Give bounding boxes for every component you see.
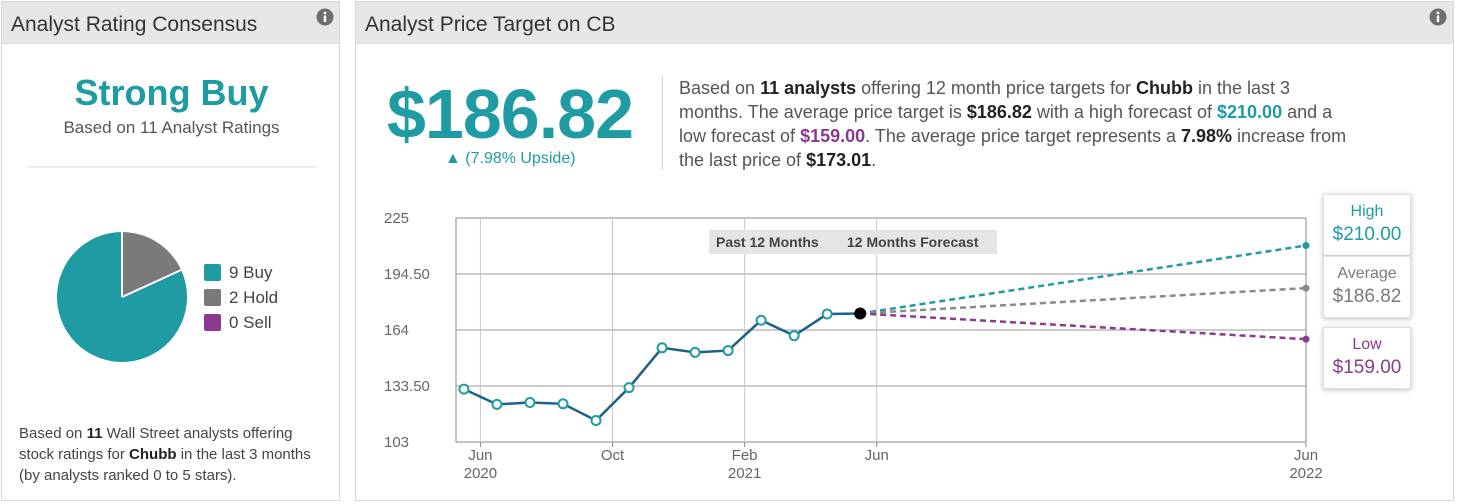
x-tick-label: Jun (1294, 447, 1318, 464)
price-point[interactable] (458, 383, 470, 395)
consensus-rating: Strong Buy (74, 72, 269, 113)
analyst-price-target-panel: Analyst Price Target on CB $186.82 ▲ (7.… (355, 1, 1454, 501)
x-tick-label: Oct (601, 447, 625, 464)
y-tick-label: 103 (384, 434, 409, 451)
price-point[interactable] (623, 382, 635, 394)
forecast-line-high (860, 244, 1307, 315)
price-point[interactable] (755, 314, 767, 326)
price-point[interactable] (689, 346, 701, 358)
forecast-point-high (1302, 242, 1310, 250)
price-point[interactable] (491, 398, 503, 410)
callout-average-label: Average (1337, 265, 1397, 282)
callout-high-label: High (1350, 203, 1384, 220)
rating-footnote: Based on 11 Wall Street analysts offerin… (19, 425, 311, 484)
callout-low: Low $159.00 (1323, 327, 1411, 389)
price-point[interactable] (557, 398, 569, 410)
average-price-target: $186.82 (387, 75, 634, 153)
legend-item-hold: 2 Hold (204, 285, 278, 310)
info-icon[interactable] (316, 8, 334, 26)
legend-label: 0 Sell (229, 312, 272, 332)
period-label-box (709, 230, 997, 254)
price-point[interactable] (821, 308, 833, 320)
period-label-forecast: 12 Months Forecast (847, 234, 979, 250)
legend-swatch-hold (204, 289, 221, 306)
price-point[interactable] (722, 345, 734, 357)
y-tick-label: 225 (384, 210, 409, 227)
x-tick-year: 2021 (728, 465, 761, 482)
callout-low-value: $159.00 (1332, 357, 1402, 378)
upside-indicator: ▲ (7.98% Upside) (445, 150, 576, 167)
divider (27, 166, 317, 168)
rating-pie-chart (57, 232, 187, 362)
x-tick-year: 2022 (1289, 465, 1322, 482)
legend-label: 2 Hold (229, 287, 279, 307)
x-tick-year: 2020 (464, 465, 497, 482)
price-point-current[interactable] (854, 307, 867, 320)
x-tick-label: Feb (732, 447, 758, 464)
panel-title: Analyst Rating Consensus (11, 13, 258, 36)
price-point[interactable] (656, 342, 668, 354)
price-point[interactable] (590, 415, 602, 427)
legend-swatch-buy (204, 264, 221, 281)
panel-header: Analyst Price Target on CB (356, 2, 1453, 44)
legend-swatch-sell (204, 314, 221, 331)
price-series (458, 307, 867, 427)
callout-low-label: Low (1352, 336, 1382, 353)
forecast-point-low (1302, 335, 1310, 343)
y-tick-label: 133.50 (384, 378, 430, 395)
forecast-line-average (860, 286, 1307, 315)
y-axis-ticks: 103 133.50 164 194.50 225 (384, 210, 430, 451)
legend-item-sell: 0 Sell (204, 310, 278, 335)
consensus-subtitle: Based on 11 Analyst Ratings (63, 118, 280, 137)
analyst-rating-consensus-panel: Analyst Rating Consensus Strong Buy Base… (1, 1, 340, 501)
period-labels: Past 12 Months 12 Months Forecast (709, 230, 997, 254)
y-tick-label: 164 (384, 322, 409, 339)
x-tick-label: Jun (865, 447, 889, 464)
price-point[interactable] (788, 330, 800, 342)
forecast-lines (860, 242, 1310, 343)
legend-item-buy: 9 Buy (204, 260, 278, 285)
y-tick-label: 194.50 (384, 266, 430, 283)
price-point[interactable] (524, 397, 536, 409)
pie-separator (121, 269, 182, 298)
forecast-point-average (1302, 284, 1310, 292)
callout-high-value: $210.00 (1332, 224, 1402, 245)
callout-average-value: $186.82 (1332, 286, 1402, 307)
pie-slice-hold (122, 232, 182, 297)
panel-header: Analyst Rating Consensus (2, 2, 339, 44)
legend-label: 9 Buy (229, 262, 273, 282)
period-label-past: Past 12 Months (716, 234, 819, 250)
panel-title: Analyst Price Target on CB (365, 13, 616, 36)
callout-average: Average $186.82 (1323, 256, 1411, 318)
callout-high: High $210.00 (1323, 194, 1411, 256)
forecast-line-low (860, 312, 1307, 341)
price-target-summary: Based on 11 analysts offering 12 month p… (679, 78, 1347, 170)
vertical-divider (662, 77, 663, 170)
info-icon[interactable] (1429, 8, 1447, 26)
x-tick-label: Jun (468, 447, 492, 464)
rating-legend: 9 Buy 2 Hold 0 Sell (204, 260, 278, 335)
